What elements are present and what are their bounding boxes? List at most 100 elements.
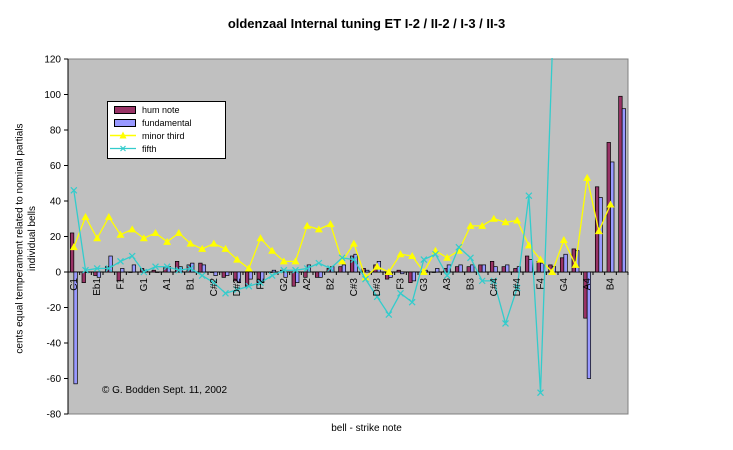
bar-fundamental <box>563 253 568 273</box>
point-fifth <box>82 266 89 274</box>
point-fifth <box>105 265 113 272</box>
bar-fundamental <box>481 264 487 273</box>
point-fifth <box>245 282 253 290</box>
point-minor-third <box>291 257 300 265</box>
bar-hum-note <box>501 266 506 273</box>
point-minor-third <box>571 260 580 268</box>
bar-hum-note <box>151 269 156 273</box>
point-minor-third <box>303 221 312 229</box>
point-fifth <box>187 265 194 272</box>
point-minor-third <box>361 273 370 281</box>
bar-fundamental <box>528 259 533 273</box>
bar-hum-note <box>81 271 86 283</box>
point-minor-third <box>163 237 172 245</box>
point-minor-third <box>559 236 568 244</box>
legend-label-hum-note: hum note <box>142 104 180 115</box>
point-minor-third <box>396 250 405 258</box>
point-minor-third <box>606 200 615 208</box>
point-minor-third <box>583 173 592 181</box>
point-fifth <box>233 286 241 294</box>
bar-fundamental <box>341 264 347 273</box>
bar-fundamental <box>190 262 195 273</box>
legend-item-minor-third: minor third <box>108 129 185 142</box>
point-minor-third <box>548 268 557 275</box>
point-minor-third <box>268 246 277 254</box>
point-fifth <box>373 293 381 301</box>
bar-hum-note <box>69 232 75 273</box>
point-minor-third <box>594 227 603 235</box>
x-tick-label: B2 <box>326 278 337 291</box>
bar-fundamental <box>365 269 370 273</box>
bar-fundamental <box>318 271 323 278</box>
bar-hum-note <box>431 271 436 273</box>
point-fifth <box>420 256 428 263</box>
point-fifth <box>117 257 124 265</box>
point-fifth <box>292 266 299 274</box>
point-fifth <box>152 263 159 271</box>
point-fifth <box>385 311 393 319</box>
bar-hum-note <box>396 269 401 273</box>
bar-hum-note <box>128 271 133 273</box>
bar-fundamental <box>260 271 265 283</box>
bar-fundamental <box>225 271 230 276</box>
legend-item-fifth: fifth <box>108 142 157 155</box>
legend-label-fifth: fifth <box>142 143 157 154</box>
bar-hum-note <box>338 266 343 273</box>
copyright-annotation: © G. Bodden Sept. 11, 2002 <box>102 385 228 396</box>
point-minor-third <box>186 239 195 247</box>
x-tick-label: F4 <box>536 278 547 290</box>
bar-hum-note <box>478 264 483 273</box>
point-minor-third <box>373 262 382 270</box>
x-tick-label: F1 <box>116 278 127 290</box>
bar-hum-note <box>209 271 215 273</box>
point-fifth <box>327 265 334 272</box>
legend-swatch-fifth <box>110 145 136 152</box>
point-minor-third <box>466 221 475 229</box>
bar-fundamental <box>295 271 300 283</box>
x-tick-label: B3 <box>466 278 477 291</box>
x-tick-label: G1 <box>139 278 150 292</box>
x-tick-label: D#3 <box>372 278 383 297</box>
bar-fundamental <box>73 271 78 385</box>
y-tick-label: 60 <box>50 161 62 172</box>
y-tick-label: 0 <box>55 268 61 279</box>
bar-fundamental <box>493 266 498 273</box>
point-minor-third <box>349 239 358 247</box>
point-minor-third <box>69 243 78 251</box>
y-tick-label: 120 <box>44 55 61 66</box>
bar-hum-note <box>559 257 565 273</box>
bar-hum-note <box>314 271 320 278</box>
point-minor-third <box>128 225 137 233</box>
point-minor-third <box>233 255 242 263</box>
bar-hum-note <box>291 271 296 287</box>
point-fifth <box>70 186 78 194</box>
point-minor-third <box>408 252 417 260</box>
point-minor-third <box>221 244 230 252</box>
point-fifth <box>210 279 218 287</box>
point-fifth <box>175 266 183 274</box>
point-minor-third <box>326 220 335 228</box>
bar-fundamental <box>120 268 125 273</box>
x-tick-label: A3 <box>442 278 453 291</box>
point-minor-third <box>139 234 148 242</box>
bar-fundamental <box>610 161 615 273</box>
point-fifth <box>513 284 521 292</box>
bar-fundamental <box>400 271 405 275</box>
point-fifth <box>525 192 533 200</box>
point-fifth <box>537 389 544 397</box>
bar-fundamental <box>248 271 253 280</box>
point-minor-third <box>338 257 347 265</box>
bar-fundamental <box>411 271 417 282</box>
x-tick-label: G2 <box>279 278 290 292</box>
point-fifth <box>222 289 229 297</box>
bar-hum-note <box>408 271 413 283</box>
bar-hum-note <box>116 271 121 282</box>
point-fifth <box>257 279 264 287</box>
x-tick-label: B1 <box>186 278 197 291</box>
x-tick-label: A2 <box>302 278 313 291</box>
bar-hum-note <box>466 266 471 273</box>
bar-fundamental <box>458 264 463 273</box>
legend-item-fundamental: fundamental <box>108 116 192 129</box>
point-fifth <box>397 289 404 297</box>
